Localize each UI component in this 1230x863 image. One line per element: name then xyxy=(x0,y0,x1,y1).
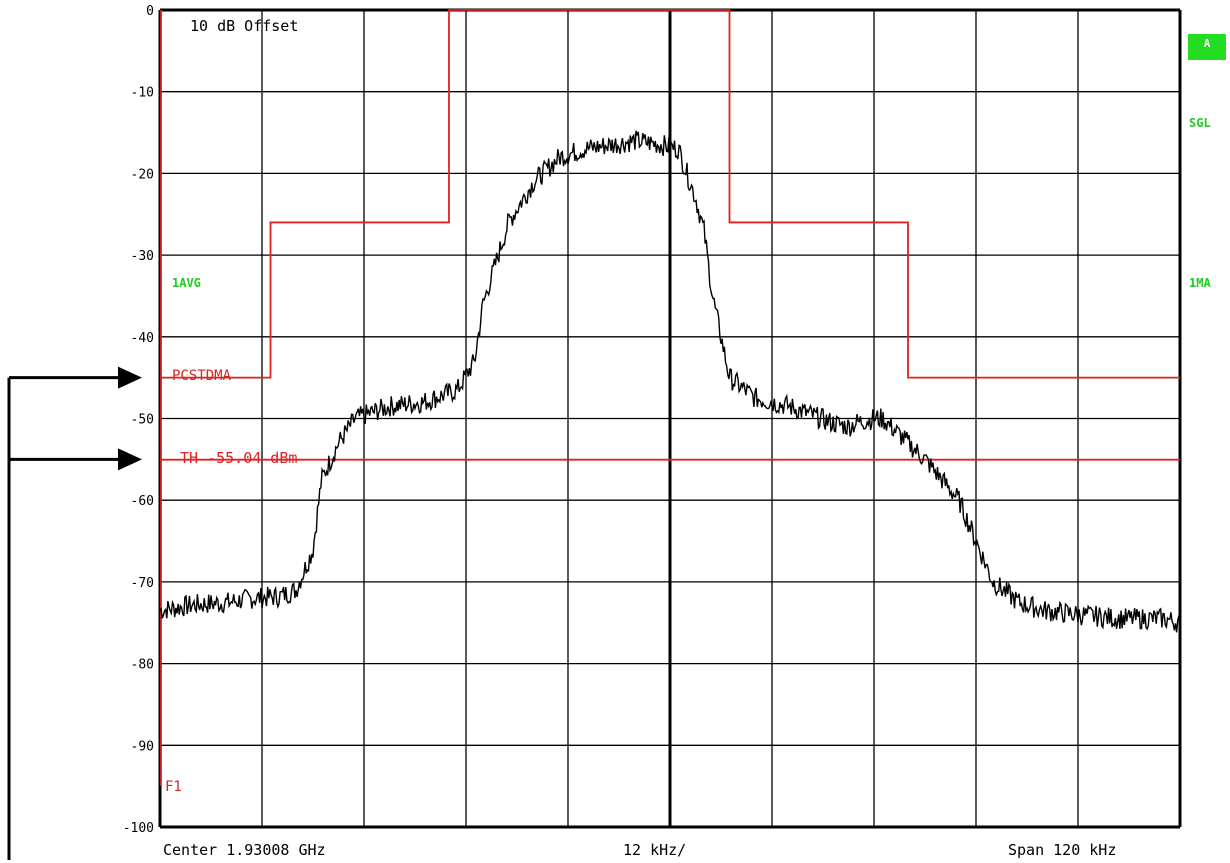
sgl-label: SGL xyxy=(1189,116,1211,130)
threshold-label: TH -55.04 dBm xyxy=(180,449,297,467)
y-tick-label: 0 xyxy=(146,4,154,19)
trace-a-badge xyxy=(1188,34,1226,60)
y-axis-ticks: 0 -10 -20 -30 -40 -50 -60 -70 -80 -90 -100 xyxy=(123,4,154,836)
limit-lines xyxy=(160,9,1180,787)
limit-line-pcstdma xyxy=(160,9,1180,379)
avg-label: 1AVG xyxy=(172,276,201,290)
ma-label: 1MA xyxy=(1189,276,1211,290)
y-tick-label: -10 xyxy=(131,86,154,101)
y-tick-label: -50 xyxy=(131,413,154,428)
per-division-label: 12 kHz/ xyxy=(623,841,686,859)
trace-line xyxy=(159,130,1181,633)
trace-layer xyxy=(159,130,1181,633)
y-tick-label: -100 xyxy=(123,821,154,836)
arrow-head xyxy=(118,366,142,389)
center-frequency-label: Center 1.93008 GHz xyxy=(163,841,326,859)
f1-label: F1 xyxy=(165,779,182,795)
span-label: Span 120 kHz xyxy=(1008,841,1116,859)
y-tick-label: -80 xyxy=(131,658,154,673)
offset-label: 10 dB Offset xyxy=(190,17,298,35)
reference-arrows xyxy=(7,366,142,860)
y-tick-label: -20 xyxy=(131,167,154,182)
trace-a-badge-label: A xyxy=(1204,37,1211,50)
y-tick-label: -90 xyxy=(131,739,154,754)
grid xyxy=(158,8,1182,829)
y-tick-label: -40 xyxy=(131,331,154,346)
arrow-head xyxy=(118,448,142,471)
y-tick-label: -30 xyxy=(131,249,154,264)
y-tick-label: -60 xyxy=(131,494,154,509)
limit-line-label: PCSTDMA xyxy=(172,368,232,384)
y-tick-label: -70 xyxy=(131,576,154,591)
